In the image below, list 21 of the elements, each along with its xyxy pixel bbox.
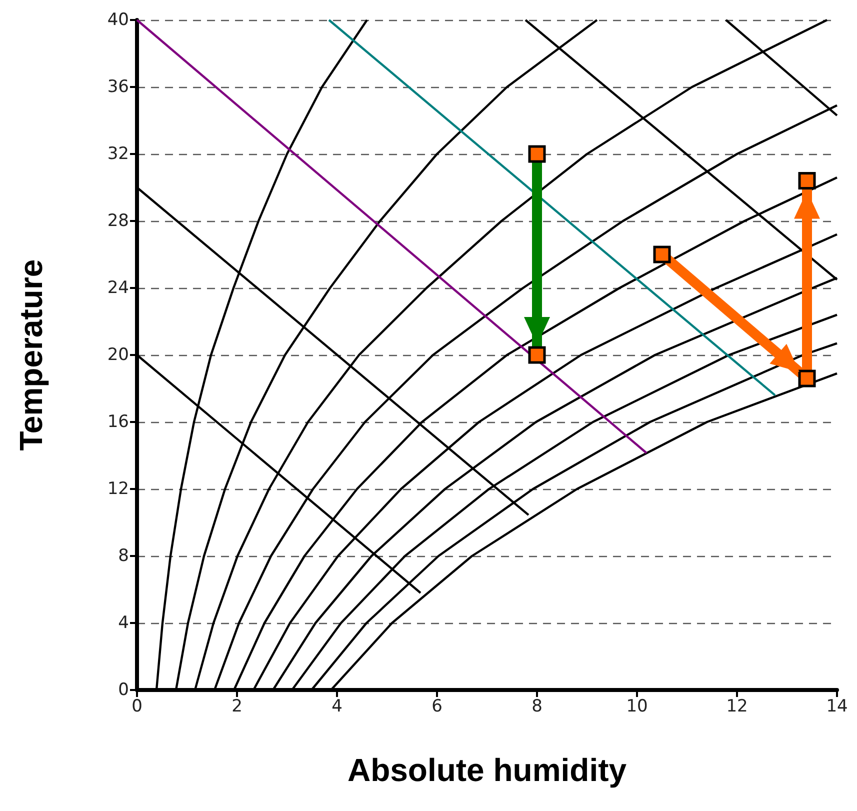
y-tick-label: 32 [107,144,129,164]
y-tick-label: 0 [118,680,129,700]
x-tick-label: 12 [726,696,748,716]
x-tick-label: 8 [532,696,542,716]
x-tick-label: 14 [826,696,848,716]
y-tick-label: 8 [118,546,129,566]
x-tick-label: 2 [232,696,242,716]
x-tick-label: 0 [132,696,142,716]
y-tick-label: 16 [107,412,129,432]
y-axis-title: Temperature [13,259,49,451]
y-tick-label: 12 [107,479,129,499]
y-tick-label: 4 [118,613,129,633]
x-tick-label: 10 [626,696,648,716]
y-tick-label: 36 [107,77,129,97]
y-tick-label: 40 [107,10,129,30]
x-axis-title: Absolute humidity [347,752,627,788]
y-tick-label: 28 [107,211,129,231]
y-tick-label: 20 [107,345,129,365]
x-tick-label: 4 [332,696,342,716]
y-tick-label: 24 [107,278,129,298]
x-tick-label: 6 [432,696,442,716]
